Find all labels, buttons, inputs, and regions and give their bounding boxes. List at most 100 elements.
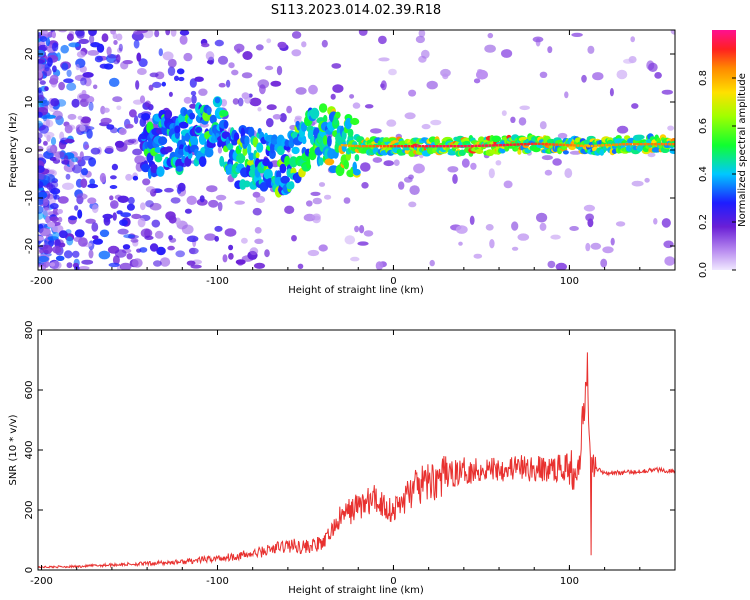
heatmap-cell	[108, 262, 120, 268]
heatmap-cell	[127, 138, 137, 144]
heatmap-cell	[184, 156, 192, 167]
heatmap-cell	[38, 180, 44, 189]
heatmap-cell	[517, 233, 530, 241]
heatmap-cell	[84, 144, 90, 149]
heatmap-cell	[85, 218, 96, 224]
heatmap-cell	[206, 59, 214, 65]
heatmap-cell	[52, 207, 59, 216]
heatmap-cell	[75, 30, 85, 37]
heatmap-cell	[206, 185, 218, 193]
heatmap-cell	[152, 81, 162, 88]
heatmap-cell	[52, 245, 62, 254]
heatmap-cell	[378, 35, 387, 45]
heatmap-cell	[458, 149, 466, 156]
heatmap-cell	[233, 132, 240, 142]
heatmap-cell	[279, 163, 287, 174]
heatmap-cell	[217, 55, 229, 65]
heatmap-cell	[116, 105, 122, 111]
heatmap-cell	[113, 40, 118, 45]
heatmap-cell	[241, 237, 248, 244]
heatmap-cell	[65, 173, 71, 180]
heatmap-cell	[130, 238, 139, 243]
y-tick-label: -20	[24, 238, 35, 254]
heatmap-cell	[87, 183, 99, 189]
heatmap-cell	[52, 232, 60, 239]
heatmap-cell	[92, 238, 103, 245]
heatmap-cell	[224, 228, 237, 237]
heatmap-cell	[541, 155, 554, 161]
heatmap-cell	[475, 149, 484, 154]
heatmap-cell	[225, 79, 231, 88]
heatmap-cell	[363, 230, 374, 237]
heatmap-cell	[38, 223, 48, 229]
heatmap-cell	[400, 145, 404, 148]
heatmap-cell	[81, 155, 94, 161]
heatmap-cell	[585, 242, 591, 252]
heatmap-cell	[71, 98, 80, 108]
heatmap-cell	[555, 143, 559, 146]
heatmap-cell	[650, 143, 654, 146]
heatmap-cell	[375, 261, 384, 270]
heatmap-cell	[54, 239, 61, 248]
heatmap-cell	[597, 144, 601, 147]
heatmap-cell	[604, 144, 608, 147]
heatmap-cell	[235, 259, 246, 265]
heatmap-cell	[541, 142, 545, 146]
heatmap-cell	[600, 258, 608, 268]
heatmap-cell	[131, 213, 142, 220]
heatmap-cell	[214, 235, 219, 242]
heatmap-cell	[233, 43, 245, 53]
heatmap-cell	[186, 260, 196, 266]
heatmap-cell	[190, 90, 197, 96]
heatmap-cell	[266, 118, 274, 128]
colorbar-tick-label: 0.2	[698, 214, 709, 230]
heatmap-cell	[264, 249, 270, 258]
heatmap-cell	[53, 194, 60, 200]
heatmap-cell	[140, 228, 153, 238]
heatmap-cell	[58, 81, 65, 91]
heatmap-cell	[162, 51, 174, 61]
heatmap-cell	[181, 224, 194, 235]
heatmap-cell	[509, 143, 513, 146]
heatmap-cell	[253, 262, 266, 269]
heatmap-cell	[303, 213, 316, 222]
heatmap-cell	[228, 252, 234, 260]
heatmap-cell	[215, 194, 227, 201]
heatmap-cell	[609, 88, 614, 97]
heatmap-cell	[76, 193, 88, 200]
heatmap-cell	[42, 244, 53, 254]
heatmap-cell	[103, 107, 110, 113]
heatmap-cell	[272, 114, 282, 120]
snr-x-ticks: -200 -100 0 100	[30, 330, 676, 587]
heatmap-cell	[255, 195, 266, 203]
heatmap-cell	[463, 145, 467, 148]
heatmap-cell	[44, 86, 49, 92]
heatmap-cell	[572, 144, 576, 147]
heatmap-cell	[116, 33, 123, 41]
heatmap-cell	[631, 103, 639, 109]
heatmap-cell	[360, 162, 371, 172]
heatmap-cell	[647, 152, 656, 158]
heatmap-cell	[351, 144, 355, 147]
heatmap-cell	[244, 135, 250, 147]
heatmap-cell	[151, 219, 161, 228]
heatmap-cell	[116, 210, 123, 215]
heatmap-cell	[502, 143, 506, 147]
heatmap-cell	[670, 30, 675, 35]
heatmap-cell	[470, 162, 477, 170]
heatmap-cell	[112, 255, 120, 265]
heatmap-cell	[421, 123, 431, 130]
heatmap-cell	[616, 69, 628, 80]
heatmap-cell	[78, 93, 90, 100]
heatmap-cell	[241, 92, 250, 100]
heatmap-cell	[183, 52, 193, 62]
heatmap-cell	[198, 88, 208, 96]
heatmap-cell	[324, 158, 335, 166]
heatmap-cell	[78, 266, 90, 270]
heatmap-cell	[112, 96, 123, 103]
heatmap-cell	[446, 145, 450, 148]
heatmap-cell	[220, 99, 228, 107]
heatmap-cell	[154, 30, 160, 38]
heatmap-cell	[654, 72, 662, 79]
heatmap-cell	[129, 109, 137, 118]
